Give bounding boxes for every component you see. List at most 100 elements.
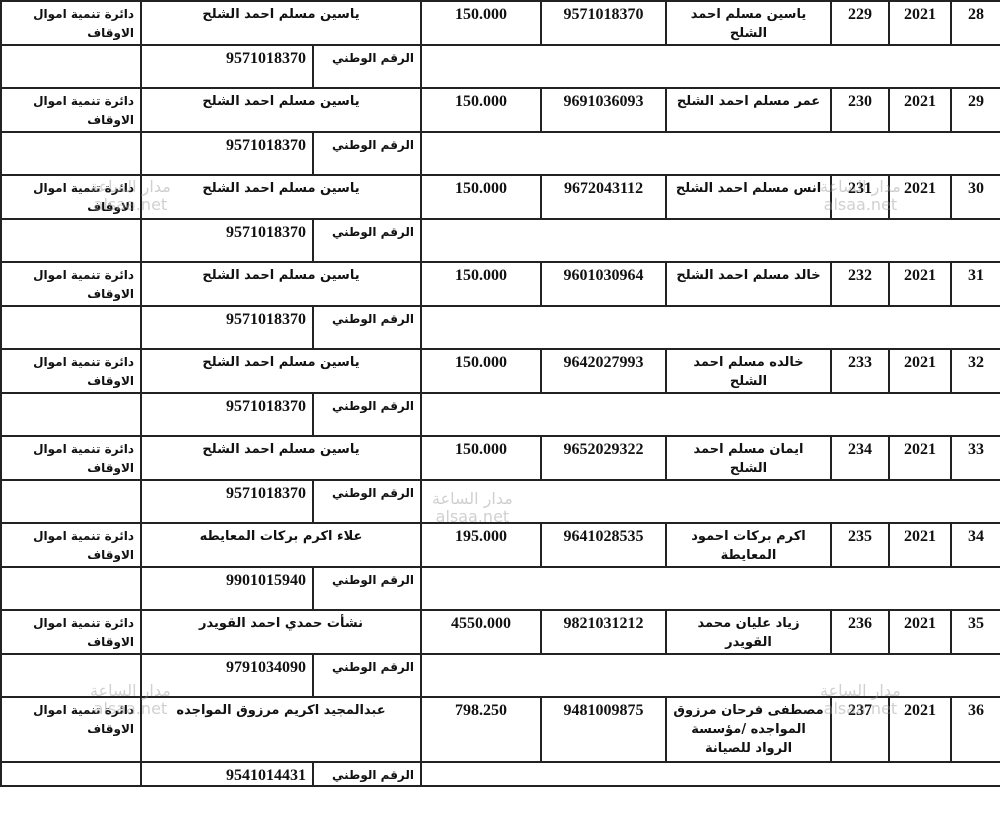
number-cell: 232 (830, 261, 891, 307)
beneficiary-name-cell: نشأت حمدي احمد القويدر (139, 609, 423, 655)
national-id-cell: 9641028535 (540, 522, 668, 568)
year-cell: 2021 (888, 174, 953, 220)
seq-cell: 34 (950, 522, 1000, 568)
seq-cell: 36 (950, 696, 1000, 763)
year-cell: 2021 (888, 696, 953, 763)
amount-cell: 150.000 (420, 0, 543, 46)
amount-cell: 150.000 (420, 435, 543, 481)
department-cell: دائرة تنمية اموال الاوقاف (0, 522, 142, 568)
department-cell: دائرة تنمية اموال الاوقاف (0, 609, 142, 655)
beneficiary-name-cell: علاء اكرم بركات المعايطه (139, 522, 423, 568)
year-cell: 2021 (888, 522, 953, 568)
empty-cell (0, 305, 142, 350)
empty-cell (0, 479, 142, 524)
empty-merged-cell (420, 44, 1000, 89)
empty-cell (0, 218, 142, 263)
national-id-cell: 9481009875 (540, 696, 668, 763)
national-id-label: الرقم الوطني (311, 392, 423, 437)
name-cell: مصطفى فرحان مرزوق المواجده /مؤسسة الرواد… (665, 696, 833, 763)
national-id-cell: 9601030964 (540, 261, 668, 307)
national-id-cell: 9672043112 (540, 174, 668, 220)
amount-cell: 150.000 (420, 174, 543, 220)
empty-cell (0, 761, 142, 787)
beneficiary-national-id-cell: 9791034090 (140, 653, 314, 698)
seq-cell: 31 (950, 261, 1000, 307)
empty-merged-cell (420, 131, 1000, 176)
department-cell: دائرة تنمية اموال الاوقاف (0, 435, 142, 481)
year-cell: 2021 (888, 261, 953, 307)
beneficiary-name-cell: ياسين مسلم احمد الشلح (139, 348, 423, 394)
seq-cell: 28 (950, 0, 1000, 46)
amount-cell: 798.250 (420, 696, 543, 763)
empty-merged-cell (420, 218, 1000, 263)
beneficiary-national-id-cell: 9541014431 (140, 761, 314, 787)
beneficiary-national-id-cell: 9571018370 (140, 479, 314, 524)
seq-cell: 29 (950, 87, 1000, 133)
name-cell: اكرم بركات احمود المعايطة (665, 522, 833, 568)
amount-cell: 150.000 (420, 87, 543, 133)
beneficiary-national-id-cell: 9571018370 (140, 131, 314, 176)
empty-merged-cell (420, 392, 1000, 437)
table-row: دائرة تنمية اموال الاوقاف ياسين مسلم احمد… (0, 0, 1000, 46)
beneficiary-name-cell: ياسين مسلم احمد الشلح (139, 174, 423, 220)
records-table: دائرة تنمية اموال الاوقاف ياسين مسلم احمد… (0, 0, 1000, 787)
amount-cell: 150.000 (420, 348, 543, 394)
table-subrow: 9791034090 الرقم الوطني (0, 653, 1000, 698)
empty-merged-cell (420, 479, 1000, 524)
table-row: دائرة تنمية اموال الاوقاف نشأت حمدي احمد … (0, 609, 1000, 655)
department-cell: دائرة تنمية اموال الاوقاف (0, 696, 142, 763)
table-subrow: 9541014431 الرقم الوطني (0, 761, 1000, 787)
amount-cell: 4550.000 (420, 609, 543, 655)
table-subrow: 9901015940 الرقم الوطني (0, 566, 1000, 611)
number-cell: 231 (830, 174, 891, 220)
empty-merged-cell (420, 305, 1000, 350)
table-row: دائرة تنمية اموال الاوقاف ياسين مسلم احمد… (0, 87, 1000, 133)
national-id-cell: 9642027993 (540, 348, 668, 394)
national-id-cell: 9652029322 (540, 435, 668, 481)
department-cell: دائرة تنمية اموال الاوقاف (0, 174, 142, 220)
beneficiary-name-cell: ياسين مسلم احمد الشلح (139, 261, 423, 307)
beneficiary-name-cell: ياسين مسلم احمد الشلح (139, 87, 423, 133)
empty-merged-cell (420, 653, 1000, 698)
year-cell: 2021 (888, 348, 953, 394)
number-cell: 229 (830, 0, 891, 46)
beneficiary-national-id-cell: 9571018370 (140, 218, 314, 263)
table-subrow: 9571018370 الرقم الوطني (0, 479, 1000, 524)
beneficiary-national-id-cell: 9901015940 (140, 566, 314, 611)
department-cell: دائرة تنمية اموال الاوقاف (0, 348, 142, 394)
national-id-cell: 9821031212 (540, 609, 668, 655)
empty-cell (0, 131, 142, 176)
national-id-label: الرقم الوطني (311, 305, 423, 350)
national-id-label: الرقم الوطني (311, 218, 423, 263)
empty-cell (0, 653, 142, 698)
table-subrow: 9571018370 الرقم الوطني (0, 392, 1000, 437)
national-id-label: الرقم الوطني (311, 479, 423, 524)
beneficiary-national-id-cell: 9571018370 (140, 44, 314, 89)
amount-cell: 150.000 (420, 261, 543, 307)
seq-cell: 35 (950, 609, 1000, 655)
national-id-cell: 9691036093 (540, 87, 668, 133)
year-cell: 2021 (888, 0, 953, 46)
beneficiary-name-cell: ياسين مسلم احمد الشلح (139, 435, 423, 481)
table-subrow: 9571018370 الرقم الوطني (0, 305, 1000, 350)
empty-cell (0, 44, 142, 89)
seq-cell: 33 (950, 435, 1000, 481)
beneficiary-national-id-cell: 9571018370 (140, 305, 314, 350)
table-subrow: 9571018370 الرقم الوطني (0, 131, 1000, 176)
empty-merged-cell (420, 566, 1000, 611)
table-row: دائرة تنمية اموال الاوقاف ياسين مسلم احمد… (0, 348, 1000, 394)
empty-merged-cell (420, 761, 1000, 787)
name-cell: عمر مسلم احمد الشلح (665, 87, 833, 133)
number-cell: 233 (830, 348, 891, 394)
national-id-cell: 9571018370 (540, 0, 668, 46)
national-id-label: الرقم الوطني (311, 566, 423, 611)
number-cell: 237 (830, 696, 891, 763)
name-cell: خالد مسلم احمد الشلح (665, 261, 833, 307)
name-cell: خالده مسلم احمد الشلح (665, 348, 833, 394)
seq-cell: 32 (950, 348, 1000, 394)
year-cell: 2021 (888, 87, 953, 133)
national-id-label: الرقم الوطني (311, 44, 423, 89)
empty-cell (0, 392, 142, 437)
number-cell: 234 (830, 435, 891, 481)
national-id-label: الرقم الوطني (311, 131, 423, 176)
